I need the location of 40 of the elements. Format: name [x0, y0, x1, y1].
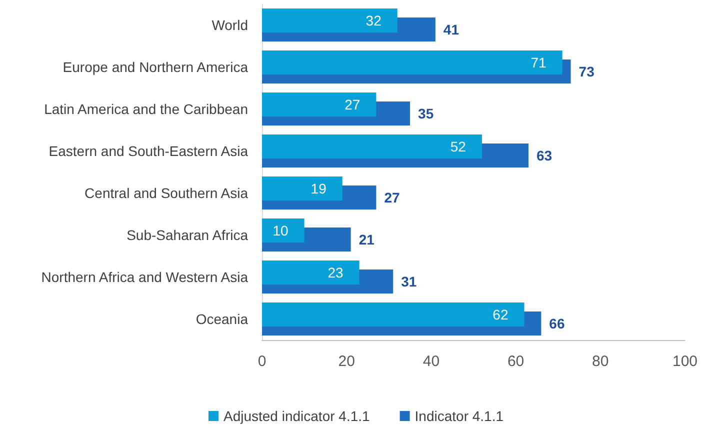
bar — [262, 134, 482, 158]
y-tick-label: Oceania — [196, 311, 248, 327]
y-tick-label: Eastern and South-Eastern Asia — [48, 143, 248, 159]
data-label: 19 — [310, 180, 327, 196]
data-label: 23 — [328, 264, 344, 280]
x-tick-label: 60 — [507, 353, 524, 370]
bar — [262, 8, 398, 32]
bar — [262, 50, 562, 74]
data-label: 62 — [492, 306, 508, 322]
y-tick-label: Sub-Saharan Africa — [126, 227, 248, 243]
data-label: 10 — [272, 222, 289, 238]
data-label: 31 — [401, 274, 417, 290]
data-label: 32 — [366, 12, 382, 28]
x-tick-label: 100 — [672, 353, 698, 370]
bar — [262, 260, 360, 284]
bar — [262, 176, 342, 200]
data-label: 73 — [578, 64, 595, 80]
data-label: 71 — [530, 54, 547, 70]
data-label: 66 — [549, 316, 565, 332]
x-tick-label: 80 — [592, 353, 609, 370]
x-tick-label: 0 — [258, 353, 266, 370]
bar — [262, 302, 524, 326]
y-tick-label: Europe and Northern America — [62, 59, 248, 75]
bar — [262, 92, 376, 116]
data-label: 63 — [536, 148, 552, 164]
data-label: 21 — [358, 232, 375, 248]
legend-label: Adjusted indicator 4.1.1 — [223, 408, 370, 424]
x-tick-label: 20 — [338, 353, 355, 370]
y-tick-label: World — [212, 17, 248, 33]
y-tick-label: Northern Africa and Western Asia — [41, 269, 248, 285]
data-label: 35 — [418, 106, 434, 122]
y-tick-label: Central and Southern Asia — [84, 185, 248, 201]
data-label: 52 — [450, 138, 466, 154]
data-label: 41 — [443, 22, 460, 38]
x-tick-label: 40 — [422, 353, 440, 370]
legend-label: Indicator 4.1.1 — [414, 408, 504, 424]
y-tick-label: Latin America and the Caribbean — [44, 101, 248, 117]
data-label: 27 — [344, 96, 360, 112]
bar — [262, 218, 304, 242]
data-label: 27 — [384, 190, 400, 206]
